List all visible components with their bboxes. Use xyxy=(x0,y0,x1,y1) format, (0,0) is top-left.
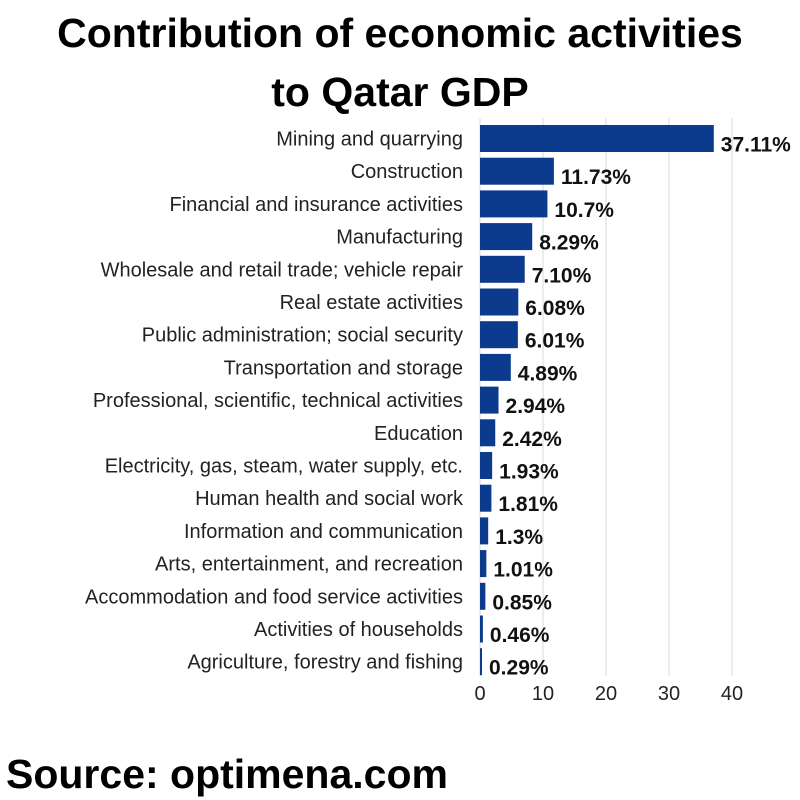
x-tick-label: 30 xyxy=(658,683,680,705)
value-label: 6.08% xyxy=(525,297,585,320)
value-label: 1.81% xyxy=(498,493,558,516)
bar xyxy=(480,582,486,610)
bar xyxy=(480,517,489,545)
category-label: Electricity, gas, steam, water supply, e… xyxy=(105,456,463,478)
value-label: 0.85% xyxy=(492,591,552,614)
bar xyxy=(480,223,533,251)
value-label: 1.01% xyxy=(493,559,553,582)
category-label: Accommodation and food service activitie… xyxy=(85,586,463,608)
chart-title-line-2: to Qatar GDP xyxy=(271,69,529,115)
value-label: 4.89% xyxy=(518,362,578,385)
bar xyxy=(480,484,492,512)
category-label: Professional, scientific, technical acti… xyxy=(93,390,463,412)
category-label: Transportation and storage xyxy=(224,357,463,379)
value-label: 2.42% xyxy=(502,428,562,451)
value-label: 1.3% xyxy=(495,526,543,549)
category-label: Manufacturing xyxy=(336,227,463,249)
category-label: Arts, entertainment, and recreation xyxy=(155,554,463,576)
value-label: 7.10% xyxy=(532,264,592,287)
value-label: 11.73% xyxy=(561,166,631,189)
bar xyxy=(480,419,496,447)
category-label: Information and communication xyxy=(184,521,463,543)
category-label: Financial and insurance activities xyxy=(170,194,464,216)
x-tick-label: 0 xyxy=(474,683,485,705)
value-label: 2.94% xyxy=(506,395,566,418)
category-label: Real estate activities xyxy=(280,292,463,314)
bar xyxy=(480,615,483,643)
source-note: Source: optimena.com xyxy=(6,751,448,797)
value-label: 8.29% xyxy=(539,232,599,255)
chart-title: Contribution of economic activities to Q… xyxy=(0,4,800,122)
x-tick-label: 20 xyxy=(595,683,617,705)
chart-title-line-1: Contribution of economic activities xyxy=(57,10,743,56)
category-label: Activities of households xyxy=(254,619,463,641)
category-label: Education xyxy=(374,423,463,445)
bar xyxy=(480,386,499,414)
x-tick-label: 40 xyxy=(721,683,743,705)
value-label: 1.93% xyxy=(499,461,559,484)
category-label: Wholesale and retail trade; vehicle repa… xyxy=(101,259,464,281)
value-label: 0.29% xyxy=(489,657,549,680)
x-tick-label: 10 xyxy=(532,683,554,705)
bar xyxy=(480,648,482,676)
bar xyxy=(480,353,511,381)
bar xyxy=(480,255,525,283)
category-label: Human health and social work xyxy=(195,488,464,510)
category-label: Public administration; social security xyxy=(142,325,463,347)
value-label: 6.01% xyxy=(525,330,585,353)
value-label: 37.11% xyxy=(721,134,791,157)
bar xyxy=(480,190,548,218)
category-label: Construction xyxy=(351,161,463,183)
value-label: 0.46% xyxy=(490,624,550,647)
bar xyxy=(480,125,714,152)
bar xyxy=(480,288,519,316)
bar xyxy=(480,550,487,578)
category-label: Agriculture, forestry and fishing xyxy=(187,652,463,674)
bar xyxy=(480,452,493,479)
bar xyxy=(480,157,554,185)
value-label: 10.7% xyxy=(554,199,614,222)
category-label: Mining and quarrying xyxy=(276,129,463,151)
bar xyxy=(480,321,518,349)
